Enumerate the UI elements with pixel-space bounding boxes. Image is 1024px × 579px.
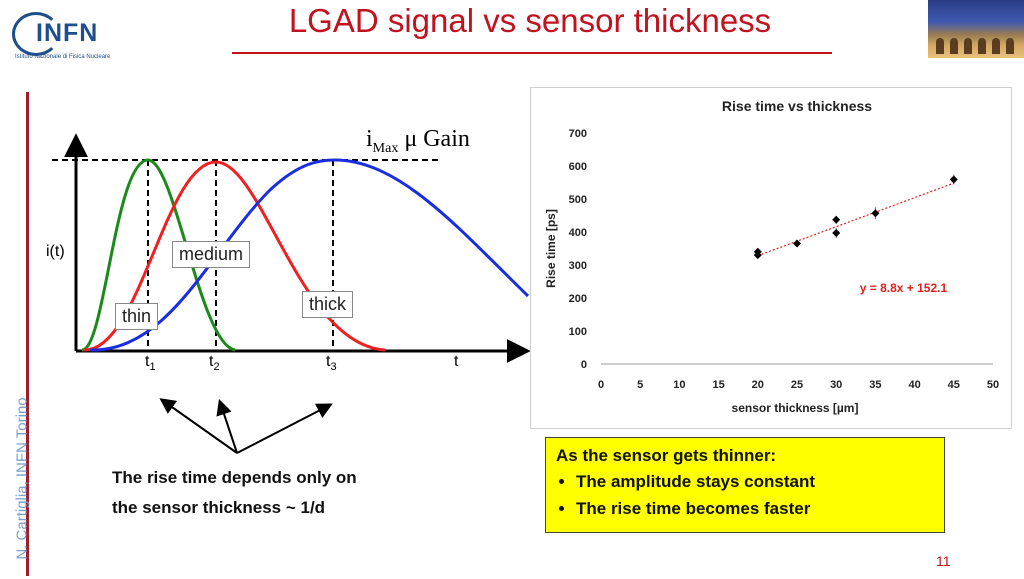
arrow-to-t3: [236, 403, 333, 454]
x-tick-label: 20: [752, 379, 764, 391]
medium-label: medium: [172, 241, 251, 268]
y-tick-label: 400: [569, 227, 587, 239]
x-tick-label: 25: [791, 379, 803, 391]
x-tick-label: 35: [869, 379, 881, 391]
y-tick-label: 600: [569, 161, 587, 173]
thick-curve: [89, 158, 530, 352]
chart-title: Rise time vs thickness: [722, 98, 872, 114]
thin-curve: [81, 158, 236, 352]
data-point: [753, 247, 762, 256]
rise-time-caption: The rise time depends only on the sensor…: [112, 463, 422, 523]
t3-label: t3: [326, 353, 337, 374]
x-tick-label: 0: [598, 379, 604, 391]
infn-logo: INFN Istituto Nazionale di Fisica Nuclea…: [12, 12, 112, 60]
x-tick-label: 10: [673, 379, 685, 391]
slide-title: LGAD signal vs sensor thickness: [288, 2, 772, 39]
t1-label: t1: [145, 353, 156, 374]
y-tick-label: 100: [569, 326, 587, 338]
x-tick-label: 15: [712, 379, 724, 391]
page-number: 11: [936, 553, 951, 569]
summary-heading: As the sensor gets thinner:: [556, 446, 777, 465]
city-photo: [928, 0, 1024, 58]
chart-y-label: Rise time [ps]: [544, 209, 558, 288]
data-point: [832, 228, 841, 237]
y-axis-label: i(t): [46, 243, 65, 260]
chart-x-label: sensor thickness [µm]: [732, 401, 859, 415]
left-accent-bar: [26, 92, 29, 576]
arrow-to-t2: [216, 398, 238, 454]
summary-item: The rise time becomes faster: [576, 499, 934, 519]
y-tick-label: 500: [569, 194, 587, 206]
x-tick-label: 5: [637, 379, 643, 391]
logo-ring-icon: [12, 12, 60, 56]
arrow-to-t1: [159, 398, 238, 454]
y-tick-label: 300: [569, 260, 587, 272]
data-point: [832, 215, 841, 224]
data-point: [949, 175, 958, 184]
y-tick-label: 700: [569, 128, 587, 140]
summary-box: As the sensor gets thinner: The amplitud…: [545, 437, 945, 533]
y-tick-label: 200: [569, 293, 587, 305]
caption-line-2: the sensor thickness ~ 1/d: [112, 498, 326, 517]
rise-time-chart: Rise time vs thickness 0 100 200 300 400 500 60…: [530, 87, 1012, 429]
summary-list: The amplitude stays constant The rise ti…: [556, 472, 934, 519]
imax-label: iMax μ Gain: [366, 126, 470, 156]
x-axis-label: t: [454, 353, 459, 370]
x-tick-label: 40: [908, 379, 920, 391]
logo-subtitle: Istituto Nazionale di Fisica Nucleare: [15, 54, 111, 60]
x-tick-label: 30: [830, 379, 842, 391]
thin-label: thin: [115, 303, 159, 330]
t2-label: t2: [209, 353, 220, 374]
logo-text: INFN: [36, 19, 99, 47]
fit-line: [757, 182, 955, 257]
x-tick-label: 45: [948, 379, 960, 391]
rise-time-chart-svg: Rise time vs thickness010020030040050060…: [544, 98, 999, 415]
title-underline: [232, 52, 832, 54]
x-tick-label: 50: [987, 379, 999, 391]
data-point: [871, 209, 880, 218]
y-tick-label: 0: [581, 359, 587, 371]
data-point: [793, 239, 801, 248]
caption-line-1: The rise time depends only on: [112, 468, 357, 487]
thick-label: thick: [302, 291, 354, 318]
summary-item: The amplitude stays constant: [576, 472, 934, 492]
fit-equation: y = 8.8x + 152.1: [860, 281, 948, 295]
